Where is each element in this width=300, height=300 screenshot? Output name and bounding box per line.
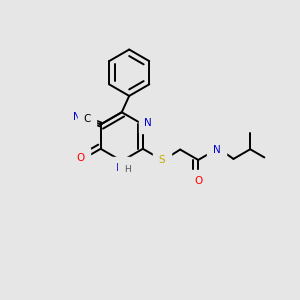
Text: N: N (144, 118, 152, 128)
Text: N: N (213, 145, 220, 155)
Text: H: H (124, 165, 130, 174)
Text: S: S (159, 155, 166, 165)
Text: H: H (213, 140, 220, 149)
Text: C: C (83, 114, 91, 124)
Text: O: O (76, 154, 85, 164)
Text: O: O (194, 176, 202, 186)
Text: N: N (116, 163, 124, 172)
Text: N: N (74, 112, 81, 122)
